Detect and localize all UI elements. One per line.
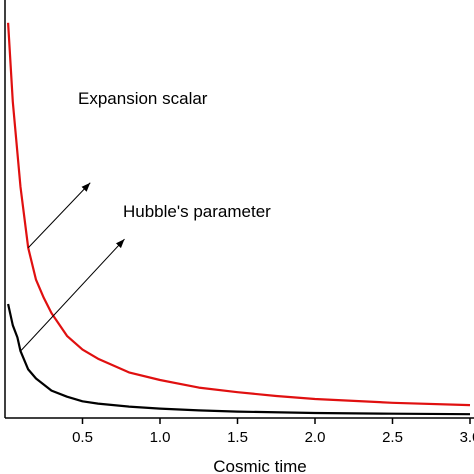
annotation-arrow (27, 182, 91, 249)
x-tick-label: 3.0 (460, 429, 474, 446)
x-ticks: 0.5 1.0 1.5 2.0 2.5 3.0 (72, 418, 474, 446)
plot-area: 0.5 1.0 1.5 2.0 2.5 3.0 Expansion scalar Hubbl… (4, 0, 474, 446)
annotation-layer: Expansion scalar Hubble's parameter (20, 89, 271, 352)
x-tick-label: 1.5 (227, 429, 248, 446)
x-tick-label: 2.0 (305, 429, 326, 446)
x-tick-label: 2.5 (382, 429, 403, 446)
annotation-arrow (20, 238, 125, 352)
series-line-0 (7, 22, 471, 407)
series-line-1 (7, 303, 471, 416)
x-axis-title: Cosmic time (213, 457, 307, 474)
annotation-label: Hubble's parameter (123, 202, 271, 221)
series-layer (7, 22, 471, 416)
x-tick-label: 1.0 (150, 429, 171, 446)
x-tick-label: 0.5 (72, 429, 93, 446)
annotation-label: Expansion scalar (78, 89, 208, 108)
